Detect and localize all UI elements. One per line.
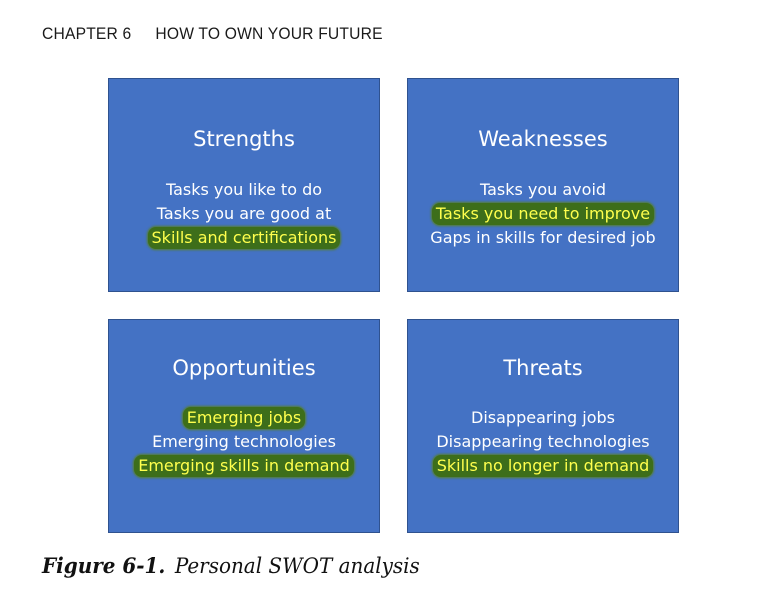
- figure-caption: Figure 6-1. Personal SWOT analysis: [42, 553, 420, 578]
- quadrant-item: Tasks you like to do: [109, 178, 379, 202]
- quadrant-item: Tasks you need to improve: [408, 202, 678, 226]
- item-text: Disappearing technologies: [436, 432, 650, 451]
- quadrant-item: Skills no longer in demand: [408, 454, 678, 478]
- figure-label: Figure 6-1.: [42, 553, 166, 578]
- quadrant-item: Emerging skills in demand: [109, 454, 379, 478]
- item-text: Gaps in skills for desired job: [430, 228, 656, 247]
- swot-quadrant-strengths: Strengths Tasks you like to do Tasks you…: [108, 78, 380, 292]
- running-head: CHAPTER 6 HOW TO OWN YOUR FUTURE: [42, 24, 383, 44]
- item-text: Skills no longer in demand: [432, 455, 654, 477]
- quadrant-item: Skills and certifications: [109, 226, 379, 250]
- quadrant-item: Disappearing technologies: [408, 430, 678, 454]
- quadrant-items: Tasks you like to do Tasks you are good …: [109, 178, 379, 250]
- quadrant-items: Tasks you avoid Tasks you need to improv…: [408, 178, 678, 250]
- quadrant-items: Emerging jobs Emerging technologies Emer…: [109, 406, 379, 478]
- figure-caption-text: Personal SWOT analysis: [174, 554, 420, 578]
- quadrant-title: Strengths: [193, 127, 295, 151]
- item-text: Tasks you avoid: [479, 180, 607, 199]
- quadrant-title: Threats: [503, 356, 583, 380]
- item-text: Emerging technologies: [152, 432, 336, 451]
- item-text: Emerging jobs: [182, 407, 306, 429]
- item-text: Tasks you like to do: [165, 180, 323, 199]
- item-text: Disappearing jobs: [471, 408, 615, 427]
- swot-quadrant-threats: Threats Disappearing jobs Disappearing t…: [407, 319, 679, 533]
- quadrant-title: Weaknesses: [478, 127, 608, 151]
- quadrant-item: Tasks you are good at: [109, 202, 379, 226]
- item-text: Skills and certifications: [147, 227, 341, 249]
- quadrant-item: Disappearing jobs: [408, 406, 678, 430]
- item-text: Tasks you are good at: [156, 204, 332, 223]
- item-text: Tasks you need to improve: [431, 203, 655, 225]
- swot-quadrant-weaknesses: Weaknesses Tasks you avoid Tasks you nee…: [407, 78, 679, 292]
- quadrant-title: Opportunities: [172, 356, 316, 380]
- swot-quadrant-opportunities: Opportunities Emerging jobs Emerging tec…: [108, 319, 380, 533]
- quadrant-items: Disappearing jobs Disappearing technolog…: [408, 406, 678, 478]
- quadrant-item: Gaps in skills for desired job: [408, 226, 678, 250]
- chapter-number: CHAPTER 6: [42, 24, 132, 43]
- quadrant-item: Tasks you avoid: [408, 178, 678, 202]
- quadrant-item: Emerging jobs: [109, 406, 379, 430]
- chapter-title: HOW TO OWN YOUR FUTURE: [155, 24, 383, 43]
- item-text: Emerging skills in demand: [134, 455, 354, 477]
- quadrant-item: Emerging technologies: [109, 430, 379, 454]
